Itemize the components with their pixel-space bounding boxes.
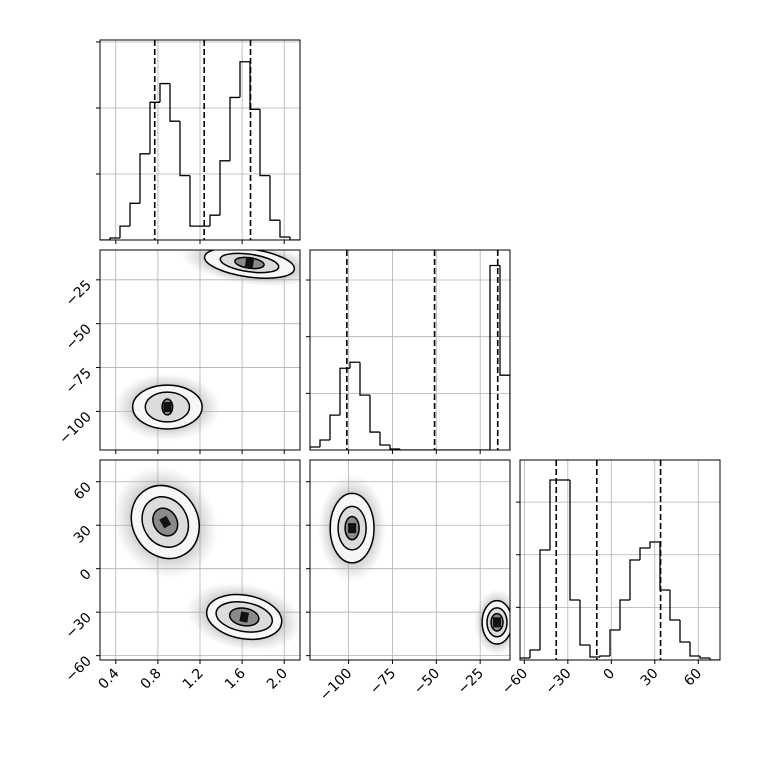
axes-frame bbox=[309, 249, 511, 451]
histogram-step bbox=[529, 649, 540, 658]
y-tick-label: −25 bbox=[63, 277, 95, 309]
x-tick-label: −75 bbox=[367, 666, 399, 698]
histogram-step bbox=[709, 658, 720, 660]
histogram-step bbox=[369, 395, 380, 433]
histogram-step bbox=[579, 600, 590, 646]
histogram-step bbox=[179, 121, 190, 177]
histogram-step bbox=[169, 83, 180, 122]
histogram-step bbox=[619, 599, 630, 630]
panel bbox=[310, 250, 510, 450]
histogram-step bbox=[349, 361, 360, 369]
histogram-step bbox=[599, 655, 610, 657]
axes-frame bbox=[519, 459, 721, 661]
histogram-step bbox=[149, 101, 160, 154]
histogram-step bbox=[399, 448, 410, 450]
density-core bbox=[159, 515, 172, 529]
axes-frame bbox=[309, 459, 511, 661]
histogram-step bbox=[219, 160, 230, 216]
histogram-step bbox=[249, 61, 260, 110]
y-tick-label: 60 bbox=[71, 479, 95, 503]
x-tick-label: −30 bbox=[542, 666, 574, 698]
density-core bbox=[348, 523, 357, 534]
histogram-step bbox=[649, 541, 660, 548]
x-tick-label: −50 bbox=[411, 666, 443, 698]
x-tick-label: 2.0 bbox=[264, 666, 291, 693]
y-tick-label: −75 bbox=[63, 365, 95, 397]
y-tick-label: −100 bbox=[56, 409, 95, 448]
histogram-step bbox=[549, 479, 560, 550]
histogram-step bbox=[659, 542, 670, 591]
density-core bbox=[163, 402, 172, 413]
histogram-step bbox=[359, 362, 370, 396]
histogram-step bbox=[109, 237, 120, 240]
y-tick-label: 0 bbox=[77, 566, 95, 584]
histogram-step bbox=[669, 590, 680, 621]
density-core bbox=[244, 257, 255, 269]
x-tick-label: 0.8 bbox=[138, 666, 165, 693]
density-core bbox=[493, 617, 502, 628]
histogram-step bbox=[639, 547, 650, 560]
x-tick-label: 0.4 bbox=[96, 665, 123, 692]
histogram-step bbox=[119, 225, 130, 239]
histogram-step bbox=[699, 656, 710, 659]
axes-frame bbox=[99, 39, 301, 241]
histogram-step bbox=[329, 414, 340, 441]
histogram-step bbox=[209, 214, 220, 227]
histogram-step bbox=[520, 657, 530, 660]
histogram-step bbox=[629, 559, 640, 600]
x-tick-label: −100 bbox=[317, 666, 356, 705]
axes-frame bbox=[99, 459, 301, 661]
x-tick-label: −25 bbox=[455, 666, 487, 698]
x-tick-label: −60 bbox=[499, 666, 531, 698]
x-tick-label: 1.6 bbox=[222, 665, 249, 692]
x-tick-label: 1.2 bbox=[180, 666, 207, 693]
x-tick-label: 0 bbox=[601, 666, 619, 684]
panel bbox=[100, 250, 300, 450]
axes-frame bbox=[99, 249, 301, 451]
y-tick-label: 30 bbox=[71, 523, 95, 547]
histogram-step bbox=[129, 202, 140, 227]
density-core bbox=[239, 611, 250, 623]
histogram-step bbox=[229, 96, 240, 161]
histogram-step bbox=[589, 645, 600, 658]
histogram-step bbox=[379, 432, 390, 446]
histogram-step bbox=[259, 109, 270, 177]
panel bbox=[100, 460, 300, 660]
histogram-step bbox=[609, 629, 620, 656]
histogram-step bbox=[489, 264, 500, 450]
histogram-step bbox=[239, 61, 250, 98]
histogram-step bbox=[289, 236, 300, 240]
histogram-step bbox=[189, 175, 200, 227]
y-tick-label: −50 bbox=[63, 321, 95, 353]
histogram-step bbox=[139, 153, 150, 204]
panel bbox=[310, 460, 510, 660]
x-tick-label: 60 bbox=[681, 666, 705, 690]
histogram-step bbox=[679, 620, 690, 643]
panel bbox=[520, 460, 720, 660]
histogram-step bbox=[539, 549, 550, 650]
histogram-step bbox=[319, 439, 330, 447]
y-tick-label: −30 bbox=[63, 610, 95, 642]
histogram-step bbox=[269, 175, 280, 221]
panel bbox=[100, 40, 300, 240]
histogram-step bbox=[310, 446, 320, 450]
histogram-step bbox=[279, 220, 290, 238]
y-tick-label: −60 bbox=[63, 653, 95, 685]
histogram-step bbox=[159, 82, 170, 103]
histogram-step bbox=[689, 642, 700, 657]
x-tick-label: 30 bbox=[638, 666, 662, 690]
histogram-step bbox=[499, 265, 510, 450]
histogram-step bbox=[569, 480, 580, 601]
histogram-step bbox=[389, 445, 400, 450]
